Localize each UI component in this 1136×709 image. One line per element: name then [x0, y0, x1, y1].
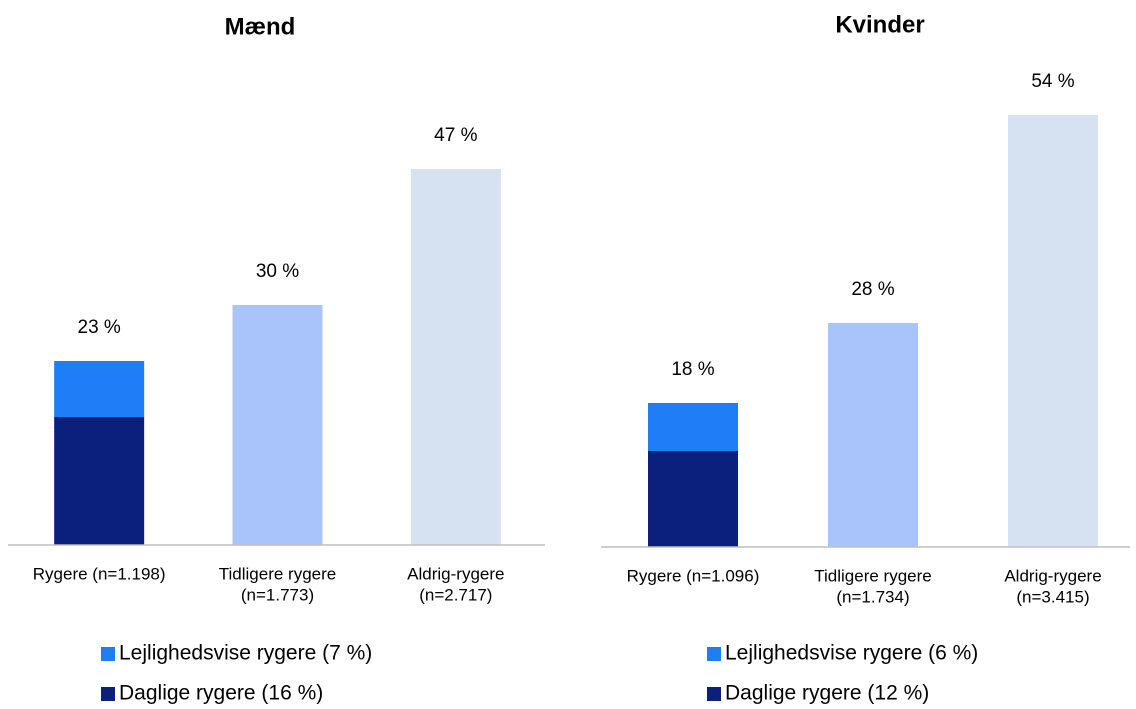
legend-label: Lejlighedsvise rygere (6 %) [725, 642, 978, 665]
bar-segment [54, 417, 145, 545]
value-label: 54 % [1031, 71, 1074, 92]
x-tick-label: (n=1.773) [241, 585, 314, 604]
bar-segment [648, 403, 738, 451]
x-tick-label: Aldrig-rygere [1004, 566, 1101, 585]
value-label: 23 % [78, 317, 121, 338]
x-tick-label: Tidligere rygere [219, 564, 336, 583]
bar [1008, 115, 1098, 547]
bar-segment [648, 451, 738, 547]
chart-title: Mænd [225, 13, 296, 40]
x-tick-label: Rygere (n=1.198) [33, 564, 166, 583]
bar [232, 305, 323, 545]
legend-label: Lejlighedsvise rygere (7 %) [119, 642, 372, 665]
x-tick-label: (n=2.717) [419, 585, 492, 604]
x-tick-label: Rygere (n=1.096) [627, 566, 760, 585]
value-label: 28 % [851, 279, 894, 300]
bar [828, 323, 918, 547]
legend-swatch [101, 647, 115, 661]
legend-swatch [707, 687, 721, 701]
value-label: 47 % [434, 125, 477, 146]
legend-swatch [707, 647, 721, 661]
legend-label: Daglige rygere (12 %) [725, 682, 929, 705]
value-label: 30 % [256, 261, 299, 282]
value-label: 18 % [671, 359, 714, 380]
legend-swatch [101, 687, 115, 701]
x-tick-label: Tidligere rygere [814, 566, 931, 585]
bar-segment [54, 361, 145, 417]
bar [410, 169, 501, 545]
chart-title: Kvinder [835, 11, 924, 38]
legend-label: Daglige rygere (16 %) [119, 682, 323, 705]
x-tick-label: (n=1.734) [836, 587, 909, 606]
x-tick-label: (n=3.415) [1016, 587, 1089, 606]
x-tick-label: Aldrig-rygere [407, 564, 504, 583]
